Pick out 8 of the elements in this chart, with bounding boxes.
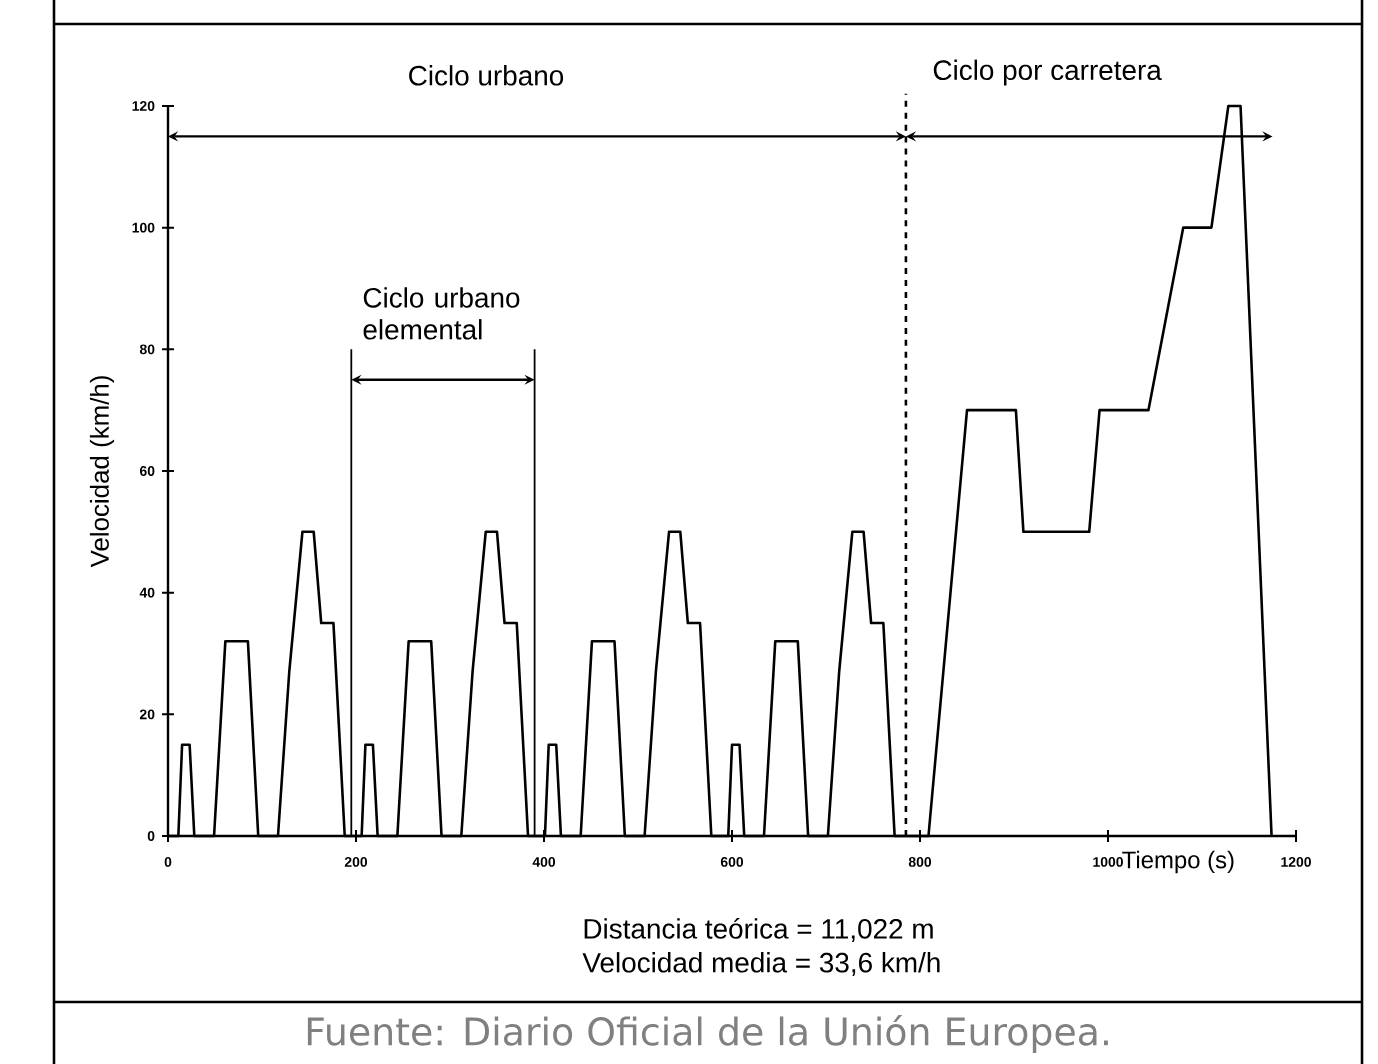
text: Ciclo urbano (409, 65, 564, 86)
annotation: Ciclo urbano elemental (363, 287, 520, 340)
text: Distancia teórica = 11,022 m (584, 917, 933, 943)
text: Ciclo por carretera (933, 59, 1162, 86)
text: Velocidad media = 33,6 km/h (582, 952, 940, 976)
x-axis-title: Tiempo (s) (1122, 850, 1234, 874)
source-note: Fuente: Diario Oficial de la Unión Europea. (307, 1014, 1108, 1054)
y-axis-title: Velocidad (km/h) (89, 376, 115, 568)
